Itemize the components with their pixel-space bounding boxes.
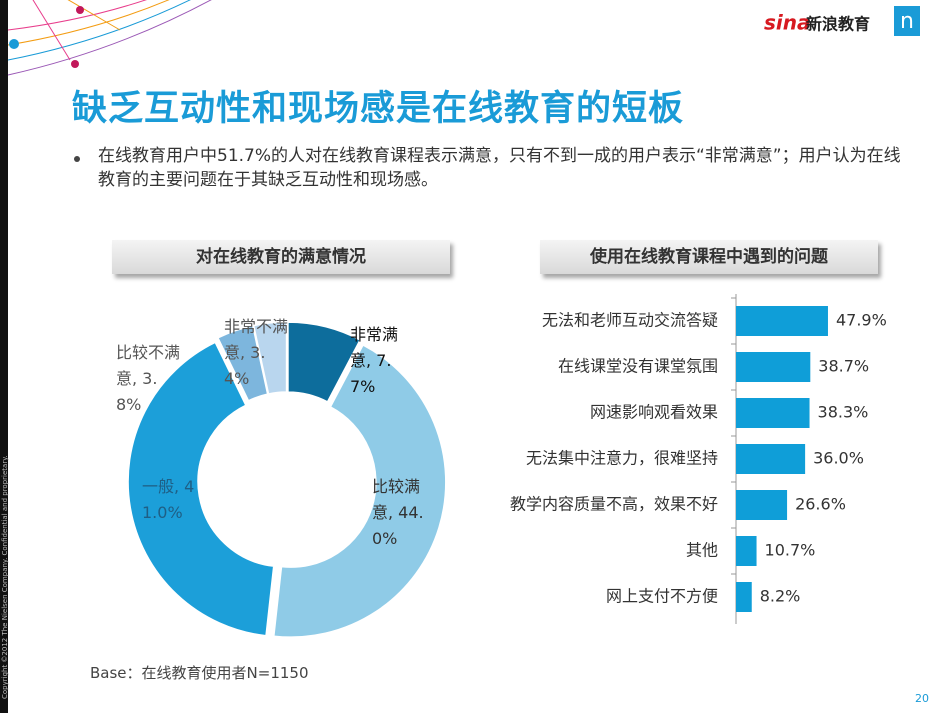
chart-title: 对在线教育的满意情况 bbox=[112, 240, 450, 274]
bullet-text: 在线教育用户中51.7%的人对在线教育课程表示满意，只有不到一成的用户表示“非常… bbox=[98, 146, 901, 190]
data-label: 非常不满意, 3.4% bbox=[224, 317, 289, 388]
nielsen-box bbox=[894, 6, 920, 36]
donut-slice bbox=[252, 321, 288, 395]
side-strip bbox=[0, 0, 8, 713]
category-label: 教学内容质量不高，效果不好 bbox=[510, 495, 718, 514]
category-label: 其他 bbox=[686, 541, 718, 560]
bar bbox=[736, 582, 752, 612]
bar bbox=[736, 306, 828, 336]
nielsen-mark: n bbox=[900, 9, 914, 34]
bar bbox=[736, 398, 810, 428]
data-label: 26.6% bbox=[795, 495, 846, 514]
donut-slice bbox=[272, 343, 447, 638]
page-number: 20 bbox=[915, 692, 929, 705]
category-label: 网上支付不方便 bbox=[606, 587, 718, 606]
brand-name: 新浪教育 bbox=[806, 15, 870, 34]
data-label: 非常满意, 7.7% bbox=[350, 325, 399, 396]
bar bbox=[736, 352, 811, 382]
footnote: Base：在线教育使用者N=1150 bbox=[90, 664, 309, 682]
data-label: 一般, 41.0% bbox=[142, 477, 195, 522]
data-label: 比较不满意, 3.8% bbox=[116, 343, 181, 414]
bar bbox=[736, 536, 757, 566]
donut-slice bbox=[216, 324, 269, 402]
chart-title: 使用在线教育课程中遇到的问题 bbox=[540, 240, 878, 274]
decoration bbox=[7, 0, 212, 76]
data-label: 10.7% bbox=[765, 541, 816, 560]
copyright: Copyright ©2012 The Nielsen Company. Con… bbox=[1, 455, 9, 699]
data-label: 38.3% bbox=[818, 403, 869, 422]
data-label: 8.2% bbox=[760, 587, 801, 606]
title: 缺乏互动性和现场感是在线教育的短板 bbox=[72, 89, 685, 129]
bar bbox=[736, 444, 806, 474]
data-label: 38.7% bbox=[818, 357, 869, 376]
category-label: 无法和老师互动交流答疑 bbox=[542, 311, 718, 330]
category-label: 网速影响观看效果 bbox=[590, 403, 718, 422]
donut-slice bbox=[127, 341, 275, 637]
donut-slice bbox=[287, 321, 362, 403]
category-label: 无法集中注意力，很难坚持 bbox=[526, 449, 718, 468]
brand-sina: sina bbox=[764, 11, 811, 35]
data-label: 比较满意, 44.0% bbox=[372, 477, 424, 548]
bar bbox=[736, 490, 788, 520]
bullet-dot bbox=[74, 156, 80, 162]
data-label: 36.0% bbox=[813, 449, 864, 468]
category-label: 在线课堂没有课堂氛围 bbox=[558, 357, 718, 376]
data-label: 47.9% bbox=[836, 311, 887, 330]
